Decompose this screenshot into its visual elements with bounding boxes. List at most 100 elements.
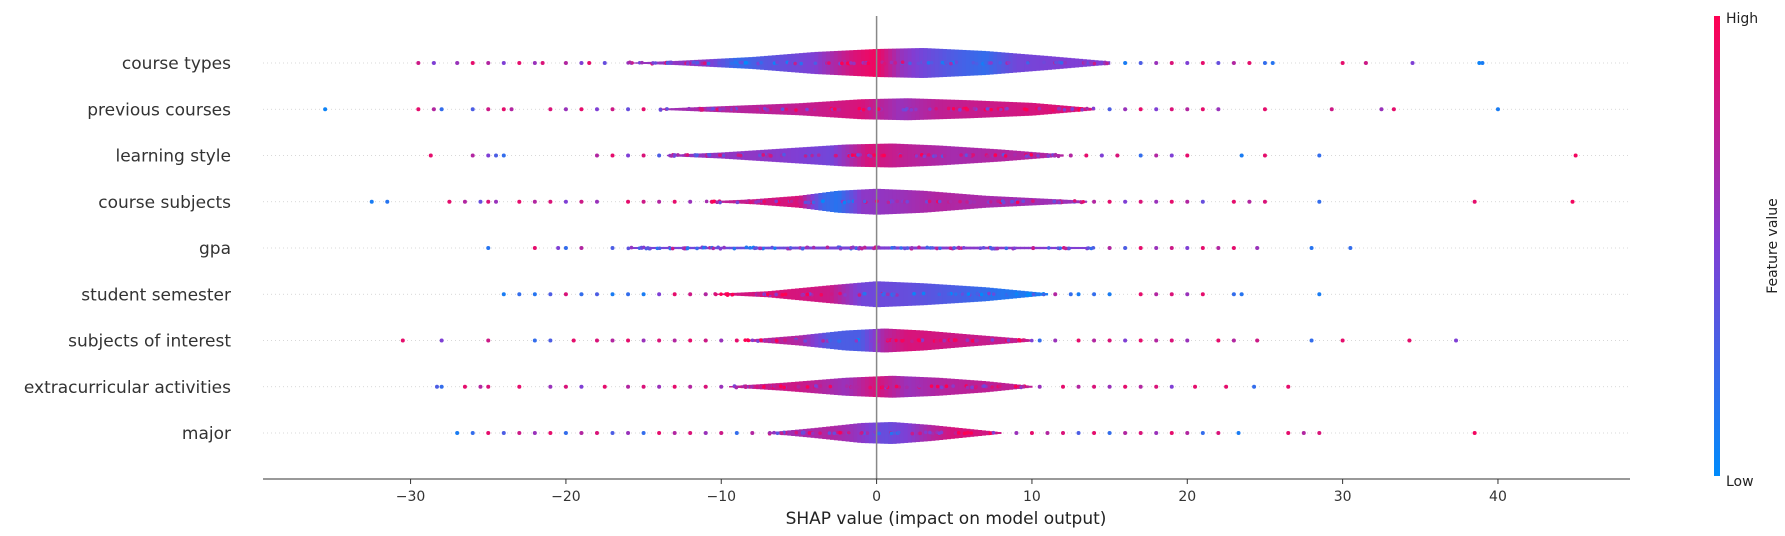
shap-point xyxy=(729,61,734,66)
violin-slice xyxy=(857,377,862,397)
shap-point xyxy=(687,106,691,111)
violin-slice xyxy=(767,246,773,250)
shap-point xyxy=(929,384,934,388)
shap-point xyxy=(509,107,514,112)
shap-point xyxy=(1410,61,1415,65)
shap-point xyxy=(959,153,963,157)
violin-slice xyxy=(907,190,913,214)
shap-point xyxy=(610,292,615,297)
shap-point xyxy=(721,153,726,158)
shap-point xyxy=(1200,61,1205,65)
shap-point xyxy=(428,153,433,158)
shap-point xyxy=(722,245,726,250)
shap-point xyxy=(1029,338,1034,343)
shap-point xyxy=(1154,246,1159,250)
shap-point xyxy=(1286,431,1291,435)
shap-point xyxy=(965,200,969,204)
violin-slice xyxy=(841,144,847,167)
shap-point xyxy=(1379,107,1384,112)
violin-slice xyxy=(884,422,889,444)
violin-slice xyxy=(752,104,757,114)
violin-slice xyxy=(1028,102,1033,116)
violin-slice xyxy=(678,154,684,157)
shap-point xyxy=(754,384,759,389)
violin-slice xyxy=(798,147,804,164)
x-tick-label: 20 xyxy=(1178,489,1196,505)
shap-point xyxy=(478,199,483,204)
violin-slice xyxy=(884,246,889,250)
violin-slice xyxy=(826,192,831,212)
violin-slice xyxy=(977,148,983,163)
shap-point xyxy=(672,153,677,157)
violin-slice xyxy=(919,283,924,306)
shap-point xyxy=(626,153,631,158)
violin-slice xyxy=(845,246,851,250)
violin-slice xyxy=(841,100,847,119)
shap-point xyxy=(892,431,896,435)
violin-slice xyxy=(896,246,901,250)
shap-point xyxy=(857,106,862,111)
violin-slice xyxy=(1074,246,1080,250)
shap-point xyxy=(843,60,847,65)
violin-slice xyxy=(697,153,703,158)
shap-point xyxy=(758,153,762,158)
shap-point xyxy=(434,384,439,389)
shap-point xyxy=(532,431,537,435)
violin-slice xyxy=(791,246,796,250)
violin-slice xyxy=(969,100,975,119)
shap-point xyxy=(670,246,675,251)
violin-slice xyxy=(740,199,746,204)
shap-point xyxy=(775,60,780,65)
shap-point xyxy=(594,199,599,204)
shap-point xyxy=(1004,246,1009,251)
shap-point xyxy=(579,246,584,250)
shap-point xyxy=(818,384,823,388)
shap-point xyxy=(734,385,739,390)
shap-point xyxy=(917,245,921,250)
violin-slice xyxy=(670,108,676,111)
shap-point xyxy=(563,431,568,435)
violin-slice xyxy=(942,99,948,120)
shap-point xyxy=(658,108,663,112)
shap-point xyxy=(718,153,722,157)
shap-point xyxy=(838,246,843,251)
shap-point xyxy=(842,200,847,205)
violin-slice xyxy=(942,284,948,304)
shap-point xyxy=(960,292,964,296)
shap-point xyxy=(773,246,777,251)
shap-point xyxy=(988,200,993,204)
violin-slice xyxy=(911,144,917,167)
shap-point xyxy=(897,385,902,389)
violin-slice xyxy=(725,246,730,250)
shap-point xyxy=(810,431,815,436)
violin-slice xyxy=(888,98,893,120)
violin-slice xyxy=(1016,290,1021,299)
shap-point xyxy=(964,153,969,158)
violin-slice xyxy=(938,99,944,120)
violin-slice xyxy=(721,58,726,68)
violin-slice xyxy=(1020,53,1025,73)
violin-slice xyxy=(872,281,878,308)
shap-point xyxy=(1014,292,1019,296)
shap-point xyxy=(676,153,680,157)
shap-point xyxy=(1107,107,1112,112)
violin-slice xyxy=(864,329,870,352)
shap-point xyxy=(974,61,979,66)
violin-slice xyxy=(977,195,983,209)
violin-slice xyxy=(763,198,769,206)
violin-slice xyxy=(861,377,866,397)
shap-point xyxy=(556,246,561,250)
violin-slice xyxy=(1016,102,1021,117)
shap-point xyxy=(1138,246,1143,250)
violin-slice xyxy=(771,197,777,206)
shap-point xyxy=(944,60,949,65)
shap-point xyxy=(1123,246,1128,250)
violin-slice xyxy=(826,145,831,166)
violin-slice xyxy=(950,285,955,304)
violin-slice xyxy=(915,283,920,306)
violin-slice xyxy=(1008,383,1014,390)
violin-slice xyxy=(911,190,917,214)
shap-point xyxy=(1001,200,1006,205)
violin-slice xyxy=(775,383,781,391)
shap-point xyxy=(657,199,662,204)
